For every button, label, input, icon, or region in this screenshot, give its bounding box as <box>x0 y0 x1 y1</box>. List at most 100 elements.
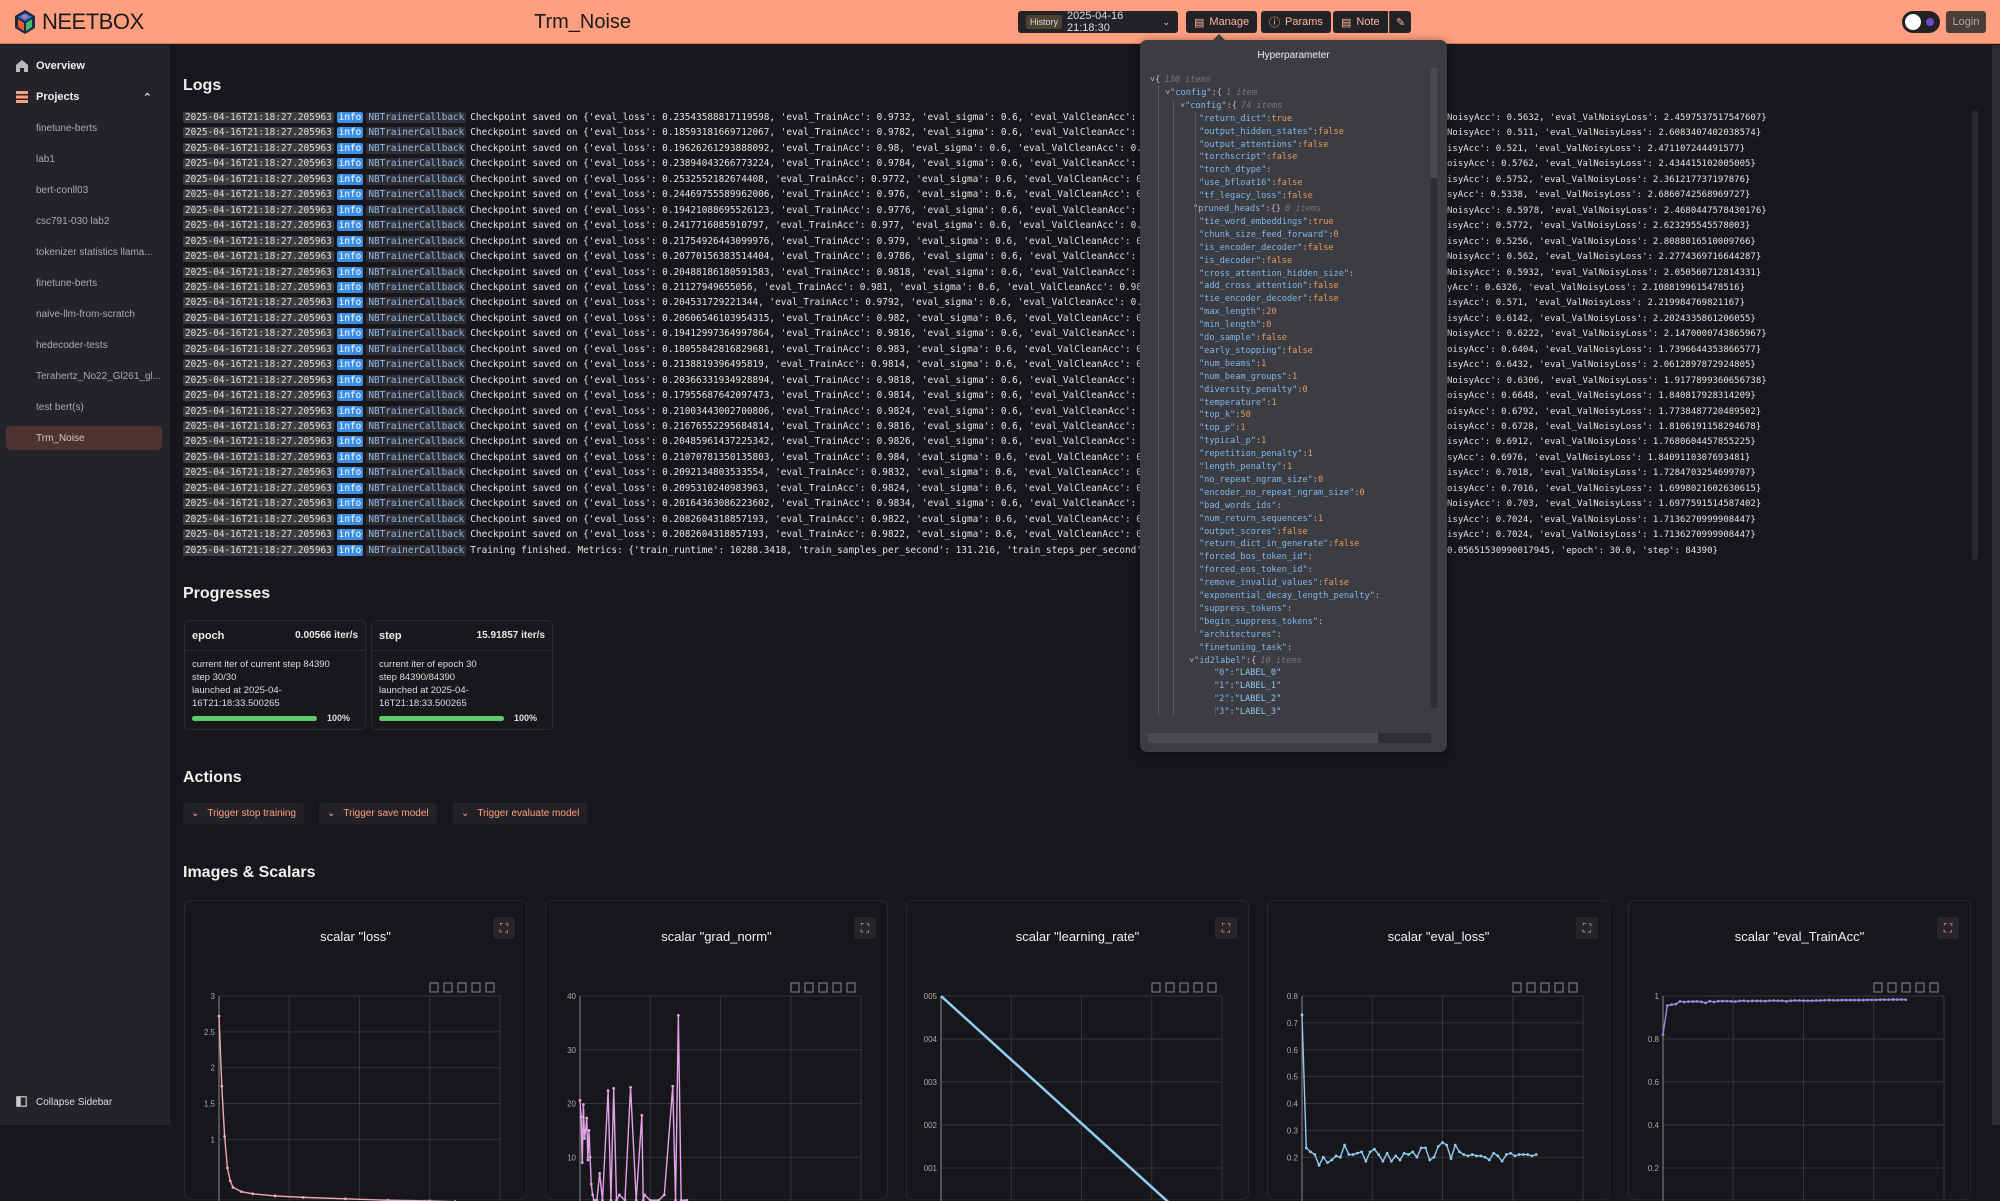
json-colon: : <box>1235 423 1241 434</box>
download-icon[interactable] <box>1915 982 1925 993</box>
sidebar-project-item[interactable]: tokenizer statistics llama... <box>36 246 153 258</box>
sidebar-item-overview[interactable]: Overview <box>6 54 162 78</box>
restore-icon[interactable] <box>1901 982 1911 993</box>
zoom-reset-icon[interactable] <box>1165 982 1175 993</box>
sidebar-project-item[interactable]: hedecoder-tests <box>36 339 108 351</box>
log-level-badge: info <box>336 343 364 355</box>
download-icon[interactable] <box>1193 982 1203 993</box>
manage-button[interactable]: ▤ Manage <box>1186 11 1258 33</box>
popover-vertical-scrollbar[interactable] <box>1431 68 1437 708</box>
expand-toggle-icon[interactable]: ˅ <box>1150 75 1156 85</box>
log-level-badge: info <box>336 189 364 201</box>
json-value: true <box>1271 113 1293 124</box>
note-button[interactable]: ▤ Note <box>1333 11 1388 33</box>
data-view-icon[interactable] <box>485 982 495 993</box>
download-icon[interactable] <box>832 982 842 993</box>
sidebar-item-projects[interactable]: Projects ⌃ <box>6 85 162 109</box>
popover-horizontal-scrollbar[interactable] <box>1148 733 1431 743</box>
logo[interactable]: NEETBOX <box>14 9 144 35</box>
json-tree-line[interactable]: ˅"id2label":{10 items <box>1189 655 1302 668</box>
page-scrollbar[interactable] <box>1992 45 2000 1125</box>
zoom-reset-icon[interactable] <box>1887 982 1897 993</box>
action-button[interactable]: ⌄ Trigger evaluate model <box>453 803 588 824</box>
log-source-badge: NBTrainerCallback <box>366 451 467 463</box>
data-point <box>1768 999 1771 1003</box>
y-tick-label: 1 <box>211 1135 216 1144</box>
expand-toggle-icon[interactable]: ˅ <box>1165 87 1171 98</box>
json-tree-line: "repetition_penalty":1 <box>1199 448 1313 461</box>
json-key: "pruned_heads" <box>1193 204 1266 214</box>
data-point <box>1695 999 1699 1003</box>
params-button[interactable]: ⓘ Params <box>1261 11 1331 33</box>
expand-button[interactable]: ⛶ <box>1937 917 1959 939</box>
download-icon[interactable] <box>471 982 481 993</box>
zoom-icon[interactable] <box>1512 982 1522 993</box>
history-select[interactable]: History 2025-04-16 21:18:30 ⌄ <box>1018 10 1178 34</box>
zoom-icon[interactable] <box>429 982 439 993</box>
toggle-knob <box>1905 14 1921 30</box>
restore-icon[interactable] <box>1540 982 1550 993</box>
expand-toggle-icon[interactable]: ˅ <box>1180 100 1186 111</box>
download-icon[interactable] <box>1554 982 1564 993</box>
data-point <box>1458 1150 1461 1154</box>
action-button[interactable]: ⌄ Trigger stop training <box>183 803 304 824</box>
sidebar-project-item[interactable]: test bert(s) <box>36 401 84 413</box>
expand-toggle-icon[interactable]: ˅ <box>1189 655 1195 666</box>
zoom-icon[interactable] <box>1873 982 1883 993</box>
data-point <box>583 1137 586 1140</box>
log-level-badge: info <box>336 421 364 432</box>
json-tree-line[interactable]: ˅"config":{1 item <box>1165 87 1257 100</box>
log-message: Checkpoint saved on {'eval_loss': 0.2048… <box>470 436 1165 448</box>
restore-icon[interactable] <box>457 982 467 993</box>
data-view-icon[interactable] <box>846 982 856 993</box>
data-view-icon[interactable] <box>1207 982 1217 993</box>
data-point <box>1797 999 1801 1002</box>
json-key: "config" <box>1170 87 1212 98</box>
log-timestamp: 2025-04-16T21:18:27.205963 <box>183 328 334 340</box>
sidebar-project-item[interactable]: Trm_Noise <box>6 426 162 450</box>
fullscreen-icon: ⛶ <box>1943 920 1953 935</box>
json-tree-line[interactable]: ˅{130 items <box>1150 74 1211 87</box>
zoom-icon[interactable] <box>1151 982 1161 993</box>
expand-button[interactable]: ⛶ <box>854 917 876 939</box>
sidebar-project-item[interactable]: lab1 <box>36 153 55 165</box>
data-view-icon[interactable] <box>1929 982 1939 993</box>
zoom-reset-icon[interactable] <box>804 982 814 993</box>
sidebar-project-item[interactable]: Terahertz_No22_Gl261_gl... <box>36 370 162 382</box>
zoom-reset-icon[interactable] <box>1526 982 1536 993</box>
sidebar-project-item[interactable]: bert-conll03 <box>36 184 89 196</box>
collapse-sidebar-button[interactable]: Collapse Sidebar <box>6 1090 162 1114</box>
data-point <box>1882 998 1886 1002</box>
restore-icon[interactable] <box>1179 982 1189 993</box>
data-point <box>344 1197 347 1201</box>
data-point <box>606 1089 610 1092</box>
json-value: 20 <box>1266 307 1277 318</box>
login-button[interactable]: Login <box>1946 11 1986 33</box>
expand-button[interactable]: ⛶ <box>493 917 515 939</box>
data-view-icon[interactable] <box>1568 982 1578 993</box>
theme-toggle[interactable] <box>1902 11 1940 33</box>
json-colon: : <box>1255 436 1262 447</box>
sidebar-project-item[interactable]: csc791-030 lab2 <box>36 215 110 227</box>
json-tree-line: "do_sample":false <box>1199 332 1287 345</box>
chevron-up-icon: ⌃ <box>142 91 152 104</box>
sidebar-project-item[interactable]: finetune-berts <box>36 277 98 289</box>
data-point <box>1848 998 1852 1002</box>
zoom-reset-icon[interactable] <box>443 982 453 993</box>
data-point <box>598 1171 602 1175</box>
edit-note-button[interactable]: ✎ <box>1389 11 1412 33</box>
y-tick-label: 002 <box>924 1121 938 1130</box>
expand-button[interactable]: ⛶ <box>1215 917 1237 939</box>
action-button[interactable]: ⌄ Trigger save model <box>319 803 437 824</box>
data-point <box>1776 999 1780 1003</box>
sidebar-project-item[interactable]: finetune-berts <box>36 122 98 134</box>
log-message: Checkpoint saved on {'eval_loss': 0.1805… <box>470 343 1159 355</box>
sidebar-project-item[interactable]: naive-llm-from-scratch <box>36 308 135 320</box>
logs-scrollbar[interactable] <box>1972 110 1978 560</box>
zoom-icon[interactable] <box>790 982 800 993</box>
log-message: Checkpoint saved on {'eval_loss': 0.2082… <box>470 529 1159 541</box>
restore-icon[interactable] <box>818 982 828 993</box>
expand-button[interactable]: ⛶ <box>1576 917 1598 939</box>
json-value: false <box>1261 333 1287 343</box>
json-tree-line[interactable]: ˅"config":{74 items <box>1180 100 1282 113</box>
